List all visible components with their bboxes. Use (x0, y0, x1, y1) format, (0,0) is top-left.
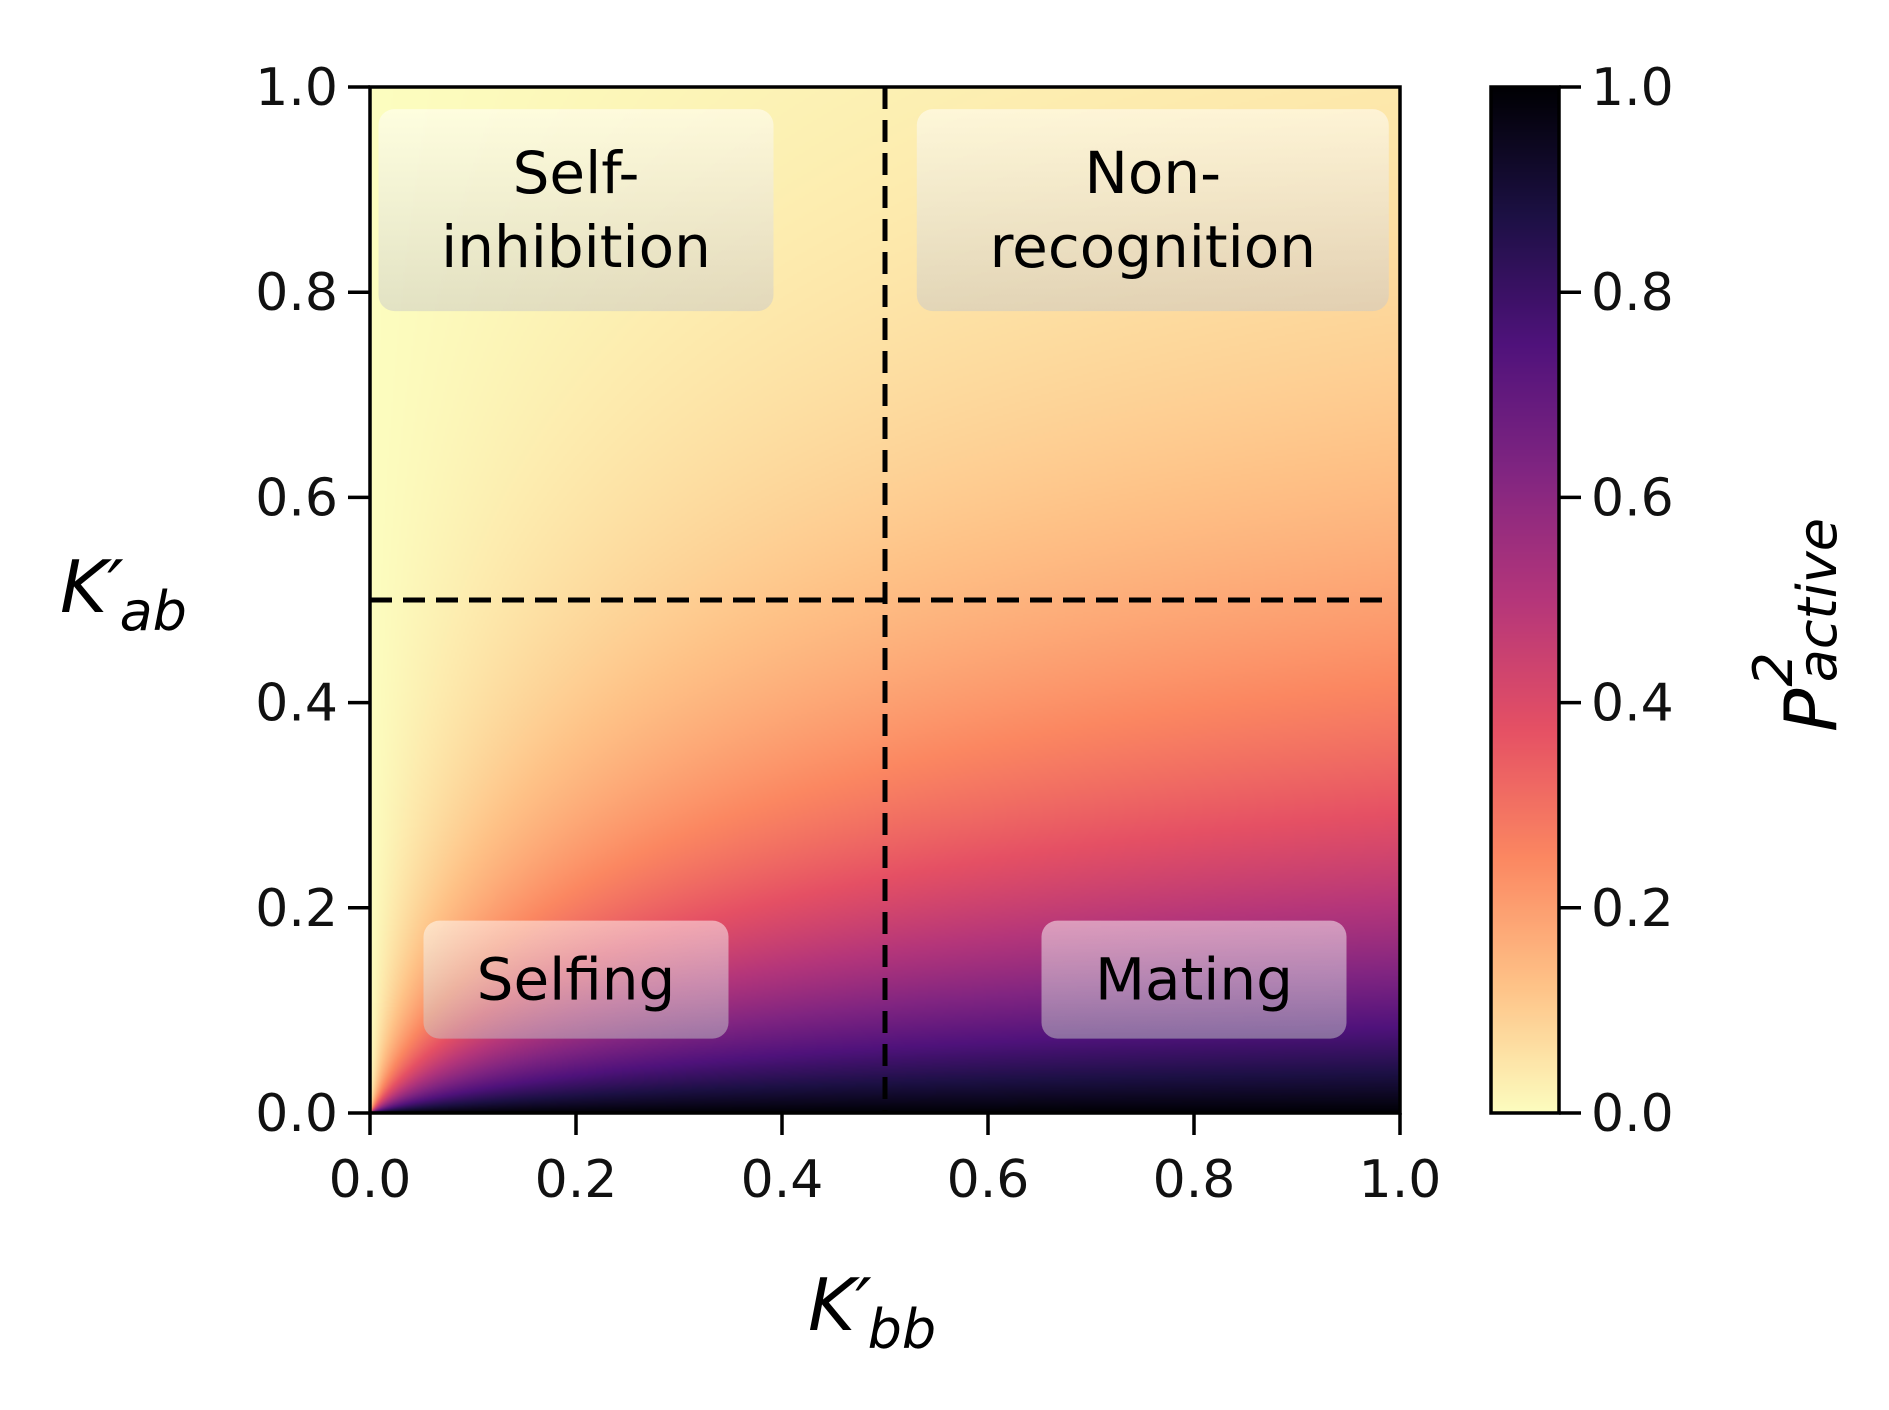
colorbar-tick-label: 0.2 (1591, 879, 1674, 939)
y-axis-label: K′ab (60, 545, 187, 643)
y-tick-label: 0.4 (255, 674, 338, 734)
x-tick-label: 1.0 (1359, 1150, 1442, 1210)
colorbar-tick-label: 0.8 (1591, 263, 1674, 323)
svg-text:P2active: P2active (1742, 518, 1853, 732)
y-tick-label: 0.6 (255, 468, 338, 528)
region-label-selfing: Selfing (423, 920, 729, 1039)
region-box (378, 109, 774, 312)
colorbar-tick-label: 1.0 (1591, 58, 1674, 118)
region-label-line: Mating (1095, 946, 1293, 1014)
x-tick-label: 0.4 (741, 1150, 824, 1210)
colorbar-label: P2active (1742, 518, 1853, 732)
y-tick-label: 0.2 (255, 879, 338, 939)
region-label-non-recognition: Non-recognition (916, 109, 1389, 312)
colorbar-tick-label: 0.0 (1591, 1084, 1674, 1144)
y-axis: 0.0 0.2 0.4 0.6 0.8 1.0 (255, 58, 370, 1144)
region-label-line: Self- (513, 139, 640, 207)
x-axis-label: K′bb (808, 1263, 936, 1361)
colorbar-frame (1489, 85, 1561, 1115)
region-label-line: inhibition (441, 213, 711, 281)
colorbar-axis: 0.0 0.2 0.4 0.6 0.8 1.0 (1489, 58, 1674, 1144)
x-tick-label: 0.6 (947, 1150, 1030, 1210)
region-box (423, 920, 729, 1039)
y-tick-label: 1.0 (255, 58, 338, 118)
x-tick-label: 0.2 (535, 1150, 618, 1210)
y-tick-label: 0.0 (255, 1084, 338, 1144)
region-box (1041, 920, 1347, 1039)
region-label-line: Selfing (477, 946, 676, 1014)
colorbar-tick-label: 0.4 (1591, 674, 1674, 734)
plot-frame (368, 85, 1402, 1115)
region-box (916, 109, 1389, 312)
region-label-line: Non- (1085, 139, 1222, 207)
x-tick-label: 0.0 (329, 1150, 412, 1210)
region-label-line: recognition (990, 213, 1316, 281)
y-tick-label: 0.8 (255, 263, 338, 323)
colorbar-tick-label: 0.6 (1591, 468, 1674, 528)
colorbar-gradient (1491, 87, 1559, 1113)
x-axis: 0.0 0.2 0.4 0.6 0.8 1.0 (329, 1113, 1442, 1210)
region-label-mating: Mating (1041, 920, 1347, 1039)
x-tick-label: 0.8 (1153, 1150, 1236, 1210)
region-label-self-inhibition: Self-inhibition (378, 109, 774, 312)
